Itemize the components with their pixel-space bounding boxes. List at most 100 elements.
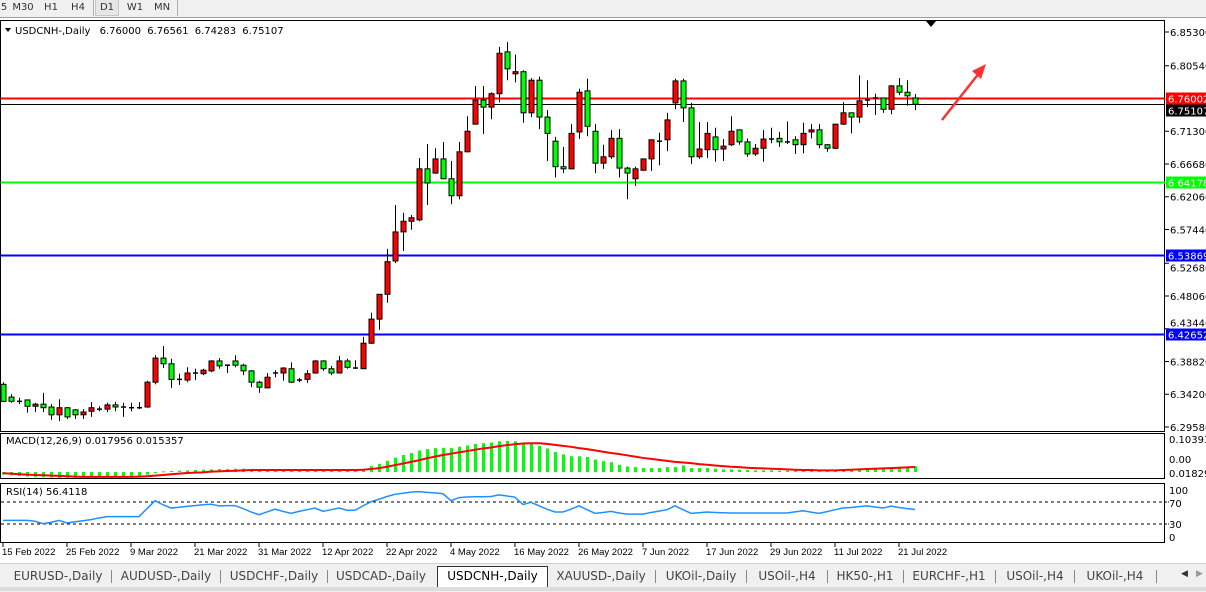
chart-shift-marker-icon[interactable]: [926, 21, 936, 27]
macd-histogram-bar: [746, 470, 749, 472]
candle: [344, 358, 351, 369]
tab-audusd-daily[interactable]: AUDUSD-,Daily: [120, 569, 212, 583]
candle: [600, 144, 607, 169]
rsi-line: [3, 490, 916, 525]
candle: [160, 346, 167, 369]
candle: [752, 144, 759, 157]
tab-eurchf-h1[interactable]: EURCHF-,H1: [912, 569, 986, 583]
date-label: 15 Feb 2022: [2, 547, 55, 558]
tab-divider: [111, 570, 112, 583]
macd-histogram-bar: [290, 470, 293, 472]
tab-eurusd-daily[interactable]: EURUSD-,Daily: [13, 569, 103, 583]
macd-histogram-bar: [482, 443, 485, 472]
macd-histogram-bar: [882, 467, 885, 472]
macd-histogram-bar: [690, 468, 693, 472]
candle-body: [392, 231, 399, 262]
macd-histogram-bar: [642, 468, 645, 472]
tab-ukoil-h4[interactable]: UKOil-,H4: [1086, 569, 1144, 583]
timeframe-d1-button[interactable]: D1: [95, 0, 119, 16]
candle-body: [256, 381, 263, 388]
timeframe-toolbar: 5 M30 H1 H4 D1 W1 MN: [0, 0, 1206, 18]
chart-window[interactable]: 6.85300 6.80540 6.71300 6.66680 6.62060 6.574…: [0, 0, 1206, 563]
candle: [456, 141, 463, 200]
timeframe-m30-button[interactable]: M30: [12, 2, 34, 13]
candle: [376, 293, 383, 330]
timeframe-h4-button[interactable]: H4: [71, 2, 85, 13]
tab-usoil-h4-2[interactable]: USOil-,H4: [1006, 569, 1064, 583]
candle-body: [152, 357, 159, 383]
macd-histogram-bar: [786, 470, 789, 472]
candle-body: [312, 360, 319, 374]
scroll-left-icon[interactable]: ◀: [1181, 569, 1188, 579]
macd-histogram-bar: [530, 443, 533, 472]
candle-body: [632, 168, 639, 180]
price-level-label: 6.76002: [1168, 95, 1206, 106]
candle: [880, 97, 887, 113]
macd-histogram-bar: [466, 445, 469, 472]
candle: [584, 78, 591, 137]
candle: [648, 139, 655, 171]
candle-body: [0, 383, 7, 402]
macd-histogram-bar: [618, 464, 621, 472]
candle-body: [728, 130, 735, 146]
candle-body: [888, 85, 895, 110]
candle: [392, 204, 399, 264]
timeframe-mn-button[interactable]: MN: [153, 2, 171, 13]
macd-histogram-bar: [706, 468, 709, 472]
macd-histogram-bar: [698, 468, 701, 472]
timeframe-h1-button[interactable]: H1: [44, 2, 58, 13]
candle: [640, 158, 647, 171]
price-tick-label: 6.85300: [1170, 28, 1206, 39]
candle-body: [912, 97, 919, 105]
date-label: 21 Mar 2022: [194, 547, 247, 558]
candle-body: [640, 158, 647, 171]
tab-divider: [995, 570, 996, 583]
tab-hk50-h1[interactable]: HK50-,H1: [836, 569, 894, 583]
macd-histogram-bar: [754, 470, 757, 472]
price-tick-label: 6.43440: [1170, 319, 1206, 330]
candle: [736, 129, 743, 145]
toolbar-divider: [177, 0, 178, 16]
chart-close: 6.75107: [242, 26, 283, 37]
tab-divider: [220, 570, 221, 583]
candle: [544, 109, 551, 162]
tab-usdcad-daily[interactable]: USDCAD-,Daily: [336, 569, 426, 583]
tab-usdchf-daily[interactable]: USDCHF-,Daily: [229, 569, 319, 583]
macd-histogram-bar: [658, 468, 661, 472]
timeframe-w1-button[interactable]: W1: [126, 2, 144, 13]
candle-body: [24, 399, 31, 407]
macd-histogram-bar: [146, 472, 149, 475]
macd-histogram-bar: [850, 469, 853, 472]
candle: [792, 136, 799, 154]
candle: [40, 392, 47, 412]
tab-ukoil-daily[interactable]: UKOil-,Daily: [665, 569, 737, 583]
candle: [280, 367, 287, 381]
candle-body: [792, 139, 799, 146]
tab-xauusd-daily[interactable]: XAUUSD-,Daily: [556, 569, 646, 583]
candle: [336, 355, 343, 374]
collapse-triangle-icon[interactable]: [5, 28, 11, 32]
candle-body: [288, 368, 295, 383]
tab-usoil-h4[interactable]: USOil-,H4: [758, 569, 816, 583]
macd-histogram-bar: [602, 461, 605, 472]
timeframe-m5-button[interactable]: 5: [0, 2, 8, 13]
macd-histogram-bar: [914, 466, 917, 472]
macd-histogram-bar: [498, 441, 501, 472]
price-level-badge: [1166, 249, 1206, 262]
macd-histogram-bar: [194, 470, 197, 472]
tab-usdcnh-daily[interactable]: USDCNH-,Daily: [437, 566, 548, 588]
scroll-right-icon[interactable]: ▶: [1196, 569, 1203, 579]
macd-histogram-bar: [170, 471, 173, 473]
tab-divider: [746, 570, 747, 583]
candle: [512, 54, 519, 83]
candle: [24, 399, 31, 413]
tab-divider: [1156, 570, 1157, 583]
candle: [56, 399, 63, 422]
candle-body: [400, 220, 407, 233]
candle: [528, 78, 535, 118]
candle-body: [112, 404, 119, 408]
candle-body: [480, 99, 487, 108]
macd-histogram-bar: [666, 467, 669, 472]
candle-body: [704, 132, 711, 151]
rsi-axis-100: 100: [1169, 486, 1188, 497]
